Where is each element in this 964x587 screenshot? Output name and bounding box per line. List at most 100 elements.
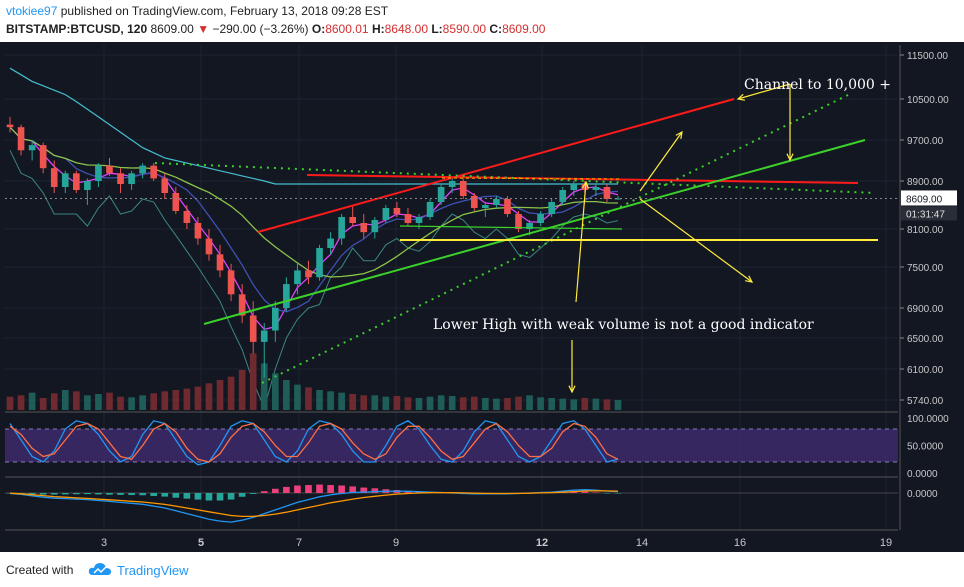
volume-bar (39, 398, 47, 410)
bollinger-lower-line (9, 150, 619, 410)
open-value: 8600.01 (325, 22, 369, 36)
volume-bar (50, 393, 58, 410)
volume-bar (515, 396, 522, 410)
arrow-volume-head (568, 385, 576, 394)
volume-bar (603, 399, 611, 410)
publish-line: vtokiee97 published on TradingView.com, … (6, 4, 388, 18)
stochastic-pane (5, 420, 898, 466)
candle-body (305, 270, 312, 278)
macd-histogram-bar (327, 485, 334, 493)
price-tick-label: 6100.00 (907, 365, 944, 376)
macd-histogram-bar (95, 493, 102, 495)
volume-bar (106, 392, 113, 410)
volume-bar (537, 397, 544, 410)
volume-bar (482, 398, 489, 410)
macd-histogram-bar (73, 493, 80, 495)
candle-body (216, 254, 224, 271)
macd-pane (5, 484, 898, 523)
price-tick-label: 8100.00 (907, 225, 944, 236)
macd-histogram-bar (150, 493, 158, 496)
green-dotted-resistance (154, 162, 876, 194)
candle-body (61, 173, 69, 187)
countdown-label: 01:31:47 (906, 209, 945, 220)
last-price: 8609.00 (150, 22, 194, 36)
price-axis-background (900, 45, 964, 552)
candle-body (415, 217, 423, 223)
volume-bar (459, 397, 467, 410)
lower-high-annotation: Lower High with weak volume is not a goo… (433, 317, 814, 333)
candle-body (128, 173, 135, 184)
stochastic-axis-label: 0.0000 (907, 469, 938, 480)
volume-bar (238, 370, 246, 410)
stochastic-d-line (9, 422, 619, 463)
candle-body (95, 165, 102, 181)
candle-body (360, 223, 368, 233)
tradingview-brand[interactable]: TradingView (117, 563, 189, 578)
macd-histogram-bar (570, 491, 578, 493)
close-label: C: (489, 22, 503, 36)
candle-body (294, 270, 301, 285)
macd-histogram-bar (84, 493, 91, 495)
volume-bar (139, 395, 146, 410)
time-tick-label: 19 (880, 537, 892, 549)
candle-body (559, 190, 567, 202)
macd-histogram-bar (338, 485, 345, 493)
candle-body (161, 178, 169, 193)
bollinger-upper-line (9, 67, 618, 185)
price-tick-label: 6900.00 (907, 304, 944, 315)
low-value: 8590.00 (442, 22, 487, 36)
macd-histogram-bar (39, 493, 47, 495)
candle-body (426, 202, 434, 217)
volume-bar (17, 395, 25, 410)
candle-body (470, 196, 478, 208)
candle-body (139, 165, 146, 174)
macd-histogram-bar (161, 493, 169, 497)
volume-bar (283, 380, 290, 410)
volume-bar (294, 384, 301, 410)
time-tick-label: 3 (101, 537, 107, 549)
candle-body (316, 248, 323, 278)
arrow-down (639, 198, 753, 283)
price-chart[interactable]: 11500.0010500.009700.008900.008100.00750… (0, 42, 964, 552)
candle-body (459, 181, 467, 196)
time-tick-label: 9 (393, 537, 399, 549)
volume-bar (349, 394, 357, 410)
bollinger-band (9, 67, 619, 410)
candle-body (371, 220, 379, 233)
low-label: L: (431, 22, 443, 36)
last-price-label: 8609.00 (906, 194, 943, 205)
candle-body (249, 315, 257, 342)
volume-bar (249, 353, 257, 410)
macd-histogram-bar (28, 493, 36, 495)
macd-histogram-bar (61, 493, 69, 495)
macd-histogram-bar (117, 493, 124, 495)
candle-body (183, 211, 191, 223)
candle-body (283, 284, 290, 308)
volume-bar (183, 388, 191, 410)
author-link[interactable]: vtokiee97 (6, 4, 58, 18)
volume-bar (338, 392, 345, 410)
volume-bar (404, 397, 412, 410)
macd-histogram-bar (316, 484, 323, 493)
red-channel-line (257, 98, 735, 233)
candle-body (614, 198, 622, 200)
volume-bar (172, 390, 180, 410)
volume-bar (448, 396, 456, 410)
price-change: −290.00 (−3.26%) (212, 22, 309, 36)
close-value: 8609.00 (502, 22, 546, 36)
macd-histogram-bar (592, 492, 600, 493)
stochastic-axis-label: 100.0000 (907, 414, 949, 425)
candle-body (515, 214, 522, 229)
volume-bar (592, 398, 600, 410)
candle-body (194, 223, 202, 239)
candle-body (117, 173, 124, 184)
volume-bar (614, 400, 622, 410)
candle-body (437, 187, 445, 202)
ma-green-line (9, 126, 619, 278)
macd-histogram-bar (139, 493, 146, 496)
volume-bar (570, 399, 578, 410)
candle-body (238, 294, 246, 316)
arrow-channel (737, 83, 791, 100)
volume-bar (150, 393, 158, 410)
arrow-up (639, 131, 683, 192)
